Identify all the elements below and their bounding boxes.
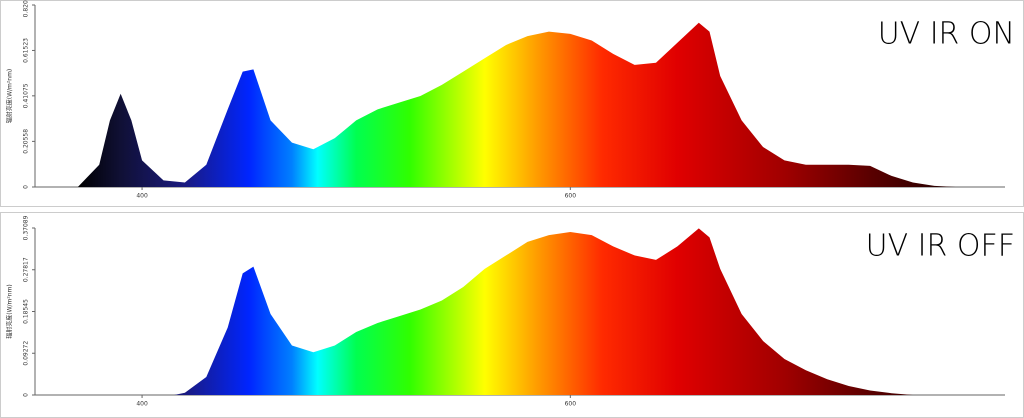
- y-axis-label: 辐射亮度(W/m²nm): [6, 69, 14, 124]
- chart-panel: 0 0.09272 0.18545 0.27817 0.37089 辐射亮度(W/m²nm…: [0, 212, 1024, 418]
- x-tick-label: 600: [565, 193, 577, 200]
- y-tick-label: 0.61523: [23, 38, 30, 63]
- x-tick-label: 600: [565, 401, 577, 408]
- x-tick-label: 400: [136, 401, 148, 408]
- y-tick-label: 0: [23, 185, 30, 189]
- spectrum-area: [77, 22, 956, 188]
- chart-title: UV IR OFF: [866, 229, 1015, 264]
- y-tick-label: 0.18545: [23, 299, 30, 324]
- y-tick-label: 0.27817: [23, 257, 30, 282]
- y-tick-label: 0.82000: [23, 0, 30, 17]
- y-tick-label: 0.09272: [23, 341, 30, 366]
- chart-title: UV IR ON: [878, 17, 1015, 52]
- chart-panel: 0 0.20558 0.41075 0.61523 0.82000 辐射亮度(W/m²nm…: [0, 0, 1024, 207]
- x-tick-label: 400: [136, 193, 148, 200]
- y-tick-label: 0.41075: [23, 83, 30, 108]
- y-tick-label: 0.37089: [23, 215, 30, 240]
- y-axis-label: 辐射亮度(W/m²nm): [6, 284, 14, 339]
- y-tick-label: 0.20558: [23, 129, 30, 154]
- spectrum-area: [174, 228, 913, 395]
- y-tick-label: 0: [23, 393, 30, 397]
